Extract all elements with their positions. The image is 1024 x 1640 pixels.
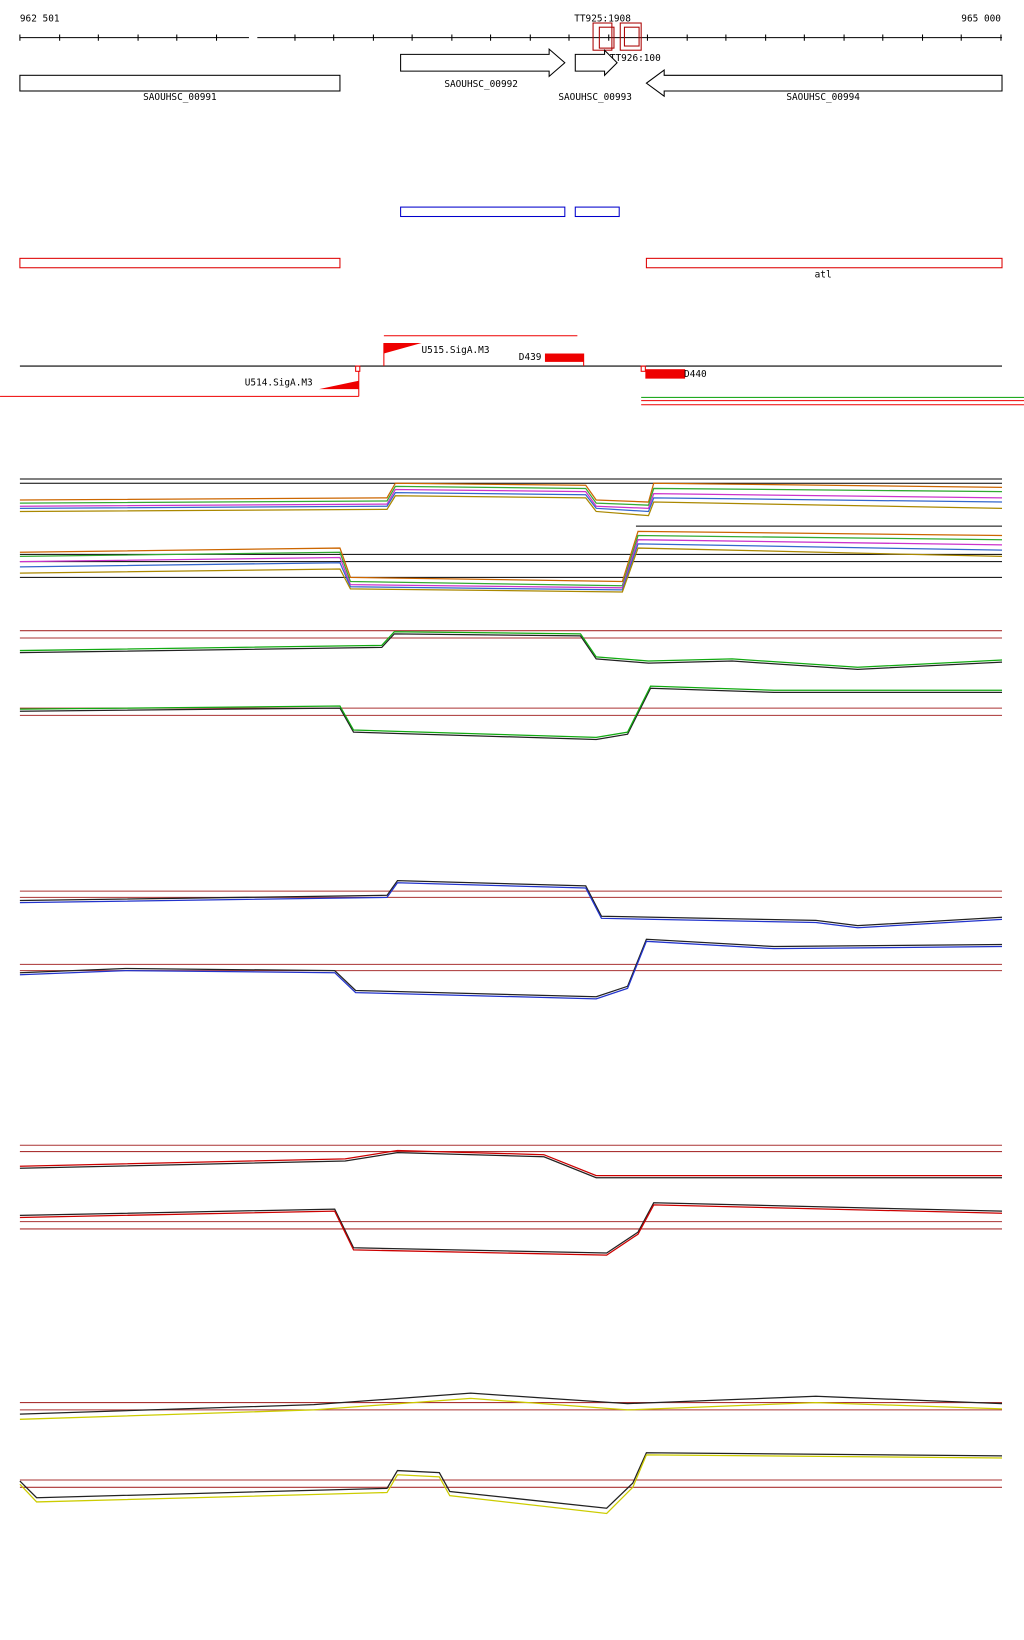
gene-label: SAOUHSC_00994 [786, 92, 860, 103]
regulatory: U515.SigA.M3 D439 U514.SigA.M3 D440 [0, 335, 1024, 406]
feature-boxes: atl [19, 206, 1003, 281]
promoter-label: U515.SigA.M3 [422, 345, 490, 356]
transcript-label: TT925:1908 [574, 13, 631, 24]
trace-panel [19, 1144, 1003, 1256]
terminator-label: D440 [684, 369, 707, 380]
ruler-start: 962 501 [20, 13, 60, 24]
gene-label: SAOUHSC_00991 [143, 92, 217, 103]
annotation-label: atl [815, 270, 832, 281]
gene-label: SAOUHSC_00992 [444, 79, 518, 90]
ruler: 962 501 965 000 [19, 13, 1003, 41]
genes: SAOUHSC_00991 SAOUHSC_00992 SAOUHSC_0099… [19, 48, 1003, 103]
trace-panel [19, 630, 1003, 741]
trace-panel [19, 478, 1003, 593]
terminator-label: D439 [519, 352, 542, 363]
transcript-label: TT926:100 [610, 53, 661, 64]
promoter-label: U514.SigA.M3 [245, 377, 313, 388]
transcripts: TT925:1908 TT926:100 [574, 13, 661, 64]
ruler-end: 965 000 [961, 13, 1001, 24]
trace-panel [19, 1392, 1003, 1515]
gene-label: SAOUHSC_00993 [558, 92, 632, 103]
trace-panel [19, 880, 1003, 1000]
